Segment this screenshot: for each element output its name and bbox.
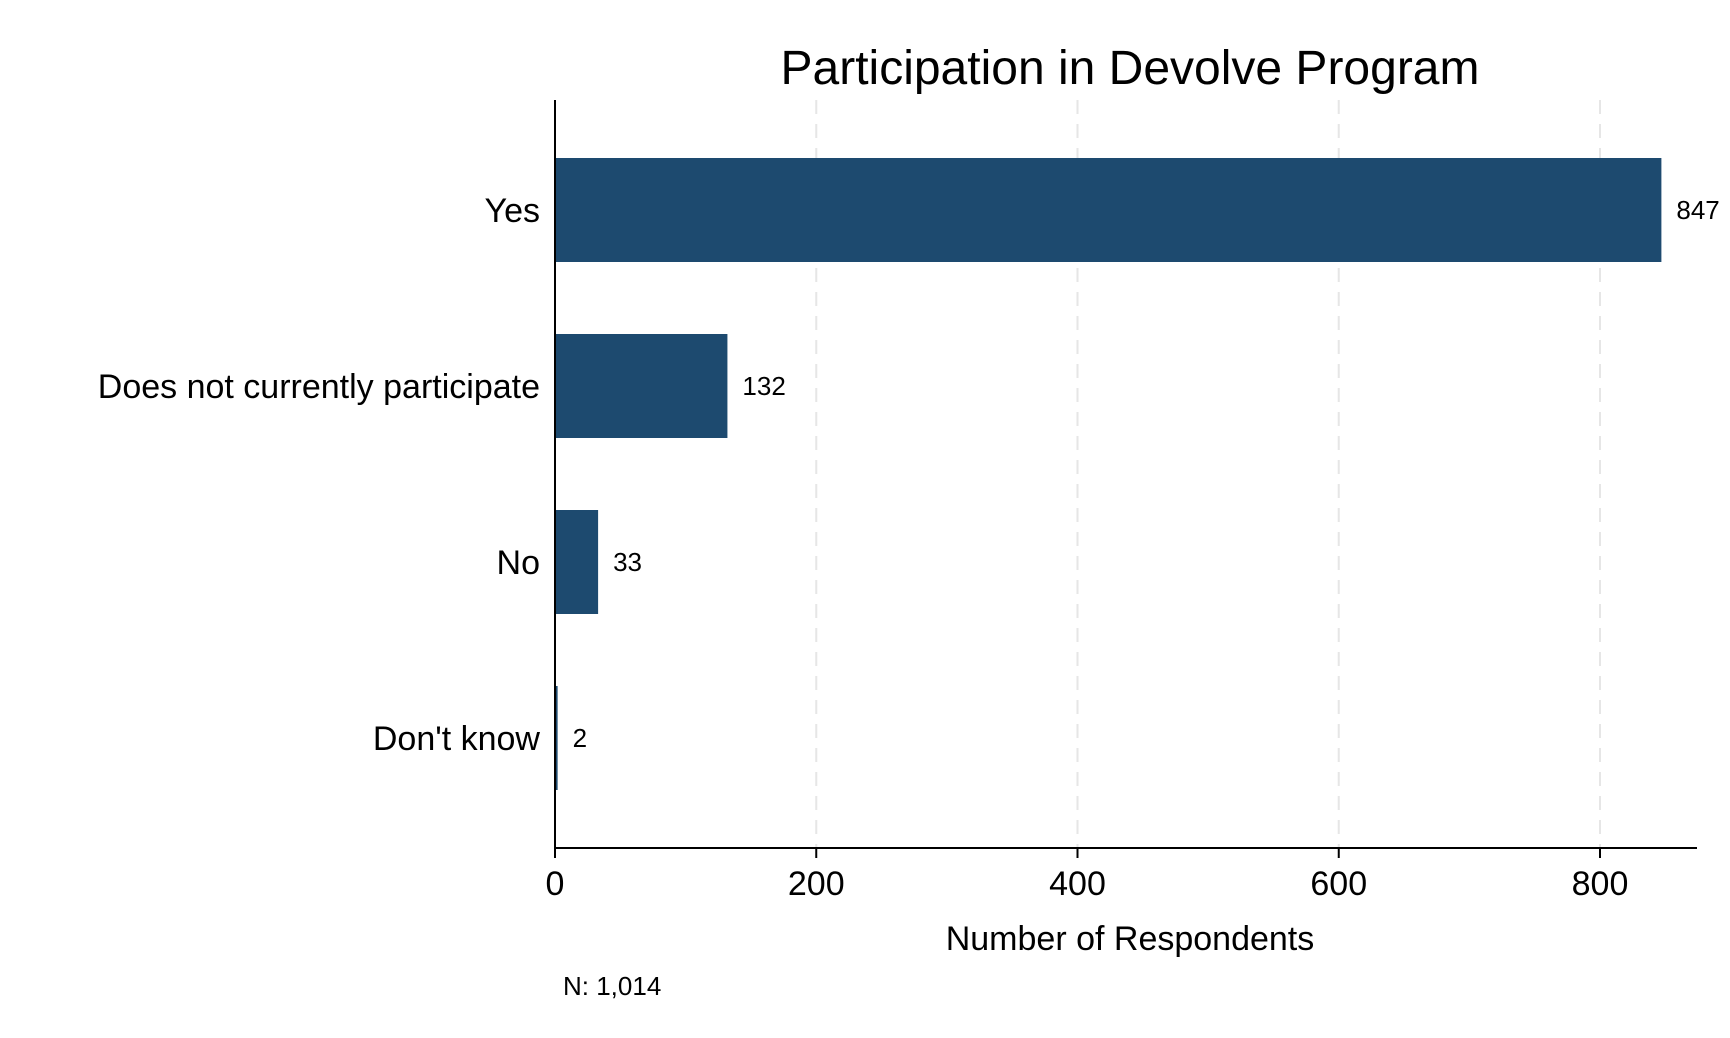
category-label: No [497,544,540,582]
category-label: Yes [485,192,540,230]
category-label: Does not currently participate [98,368,540,406]
labels: Yes 847 Does not currently participate 132 N… [98,192,1720,903]
bar [555,158,1662,262]
data-label: 847 [1676,195,1719,225]
axes [554,100,1697,858]
x-tick-label: 600 [1310,865,1367,903]
data-label: 132 [742,371,785,401]
x-tick-label: 0 [546,865,565,903]
data-label: 2 [573,723,587,753]
sample-size-note: N: 1,014 [563,971,661,1001]
bar [555,686,558,790]
x-tick-label: 200 [788,865,845,903]
chart-title: Participation in Devolve Program [781,42,1480,95]
x-axis-label: Number of Respondents [946,920,1315,958]
category-label: Don't know [373,720,541,758]
data-label: 33 [613,547,642,577]
bar [555,334,728,438]
bars [555,158,1662,790]
bar [555,510,599,614]
x-tick-label: 400 [1049,865,1106,903]
x-tick-label: 800 [1572,865,1629,903]
